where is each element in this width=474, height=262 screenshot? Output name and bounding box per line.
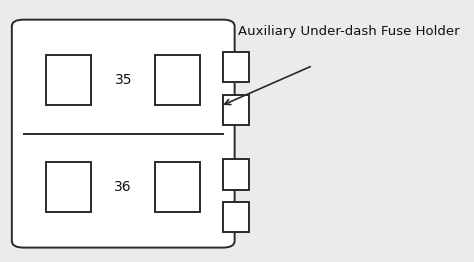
Bar [155, 162, 200, 212]
FancyBboxPatch shape [223, 52, 249, 82]
Text: 35: 35 [115, 73, 132, 87]
FancyBboxPatch shape [223, 202, 249, 232]
FancyBboxPatch shape [12, 20, 235, 248]
Text: 36: 36 [114, 180, 132, 194]
Text: Auxiliary Under-dash Fuse Holder: Auxiliary Under-dash Fuse Holder [237, 25, 459, 38]
FancyBboxPatch shape [223, 95, 249, 125]
Bar [46, 162, 91, 212]
Bar [46, 55, 91, 105]
FancyBboxPatch shape [223, 159, 249, 189]
Bar [155, 55, 200, 105]
